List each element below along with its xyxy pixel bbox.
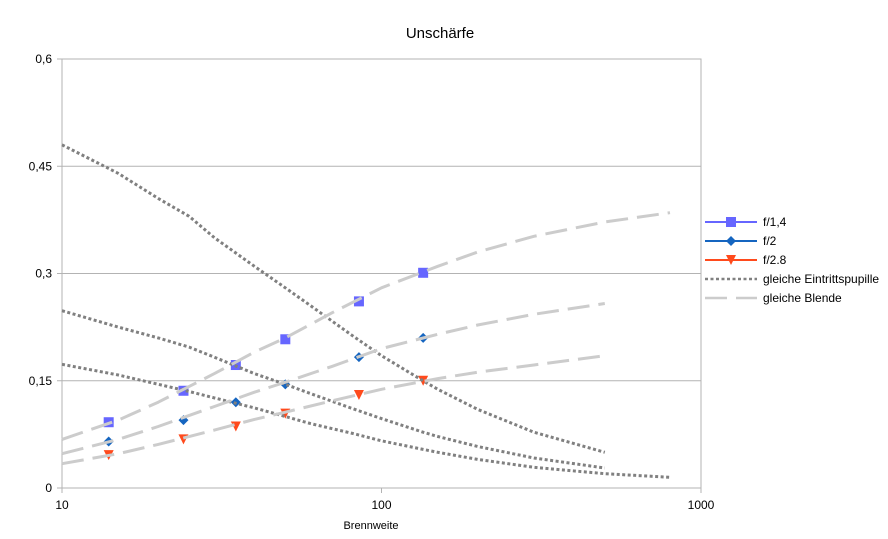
data-point [418, 375, 429, 386]
legend-label: gleiche Eintrittspupille [763, 272, 879, 286]
legend-item: gleiche Eintrittspupille [705, 272, 879, 286]
series-6 [61, 211, 671, 441]
data-point [353, 296, 364, 307]
x-axis-ticks: 10 100 1000 [55, 488, 715, 512]
y-tick-label: 0,15 [29, 374, 53, 388]
legend-swatch-marker [726, 255, 736, 265]
series-line [61, 211, 671, 441]
x-axis-title: Brennweite [343, 520, 398, 532]
series-4 [61, 309, 606, 470]
series-7 [61, 302, 606, 456]
legend-label: f/2.8 [763, 253, 787, 267]
legend-item: f/2 [705, 234, 777, 248]
legend-item: f/1,4 [705, 215, 787, 229]
series-8 [61, 354, 605, 466]
legend-item: gleiche Blende [705, 291, 842, 305]
legend-swatch-marker [726, 217, 736, 227]
y-tick-label: 0,6 [35, 52, 52, 66]
grid-lines [62, 165, 701, 382]
y-tick-label: 0,45 [29, 159, 53, 173]
y-axis-ticks: 0 0,15 0,3 0,45 0,6 [29, 52, 62, 495]
data-point [418, 267, 429, 278]
x-tick-label: 100 [371, 498, 391, 512]
legend-item: f/2.8 [705, 253, 787, 267]
y-tick-label: 0 [45, 481, 52, 495]
series-line [61, 302, 606, 456]
series-layer [61, 143, 671, 479]
series-line [61, 309, 606, 470]
legend-label: f/1,4 [763, 215, 787, 229]
series-3 [61, 143, 606, 454]
series-line [61, 143, 606, 454]
chart-title: Unschärfe [406, 25, 474, 42]
x-tick-label: 1000 [688, 498, 715, 512]
legend-label: gleiche Blende [763, 291, 842, 305]
data-point [353, 390, 364, 401]
series-5 [61, 362, 671, 479]
x-tick-label: 10 [55, 498, 69, 512]
series-line [61, 362, 671, 479]
data-point [280, 334, 291, 345]
y-tick-label: 0,3 [35, 267, 52, 281]
legend: f/1,4 f/2 f/2.8 gleiche Eintrittspupille gle… [705, 215, 879, 305]
series-line [61, 354, 605, 466]
legend-label: f/2 [763, 234, 777, 248]
legend-swatch-marker [726, 236, 736, 246]
